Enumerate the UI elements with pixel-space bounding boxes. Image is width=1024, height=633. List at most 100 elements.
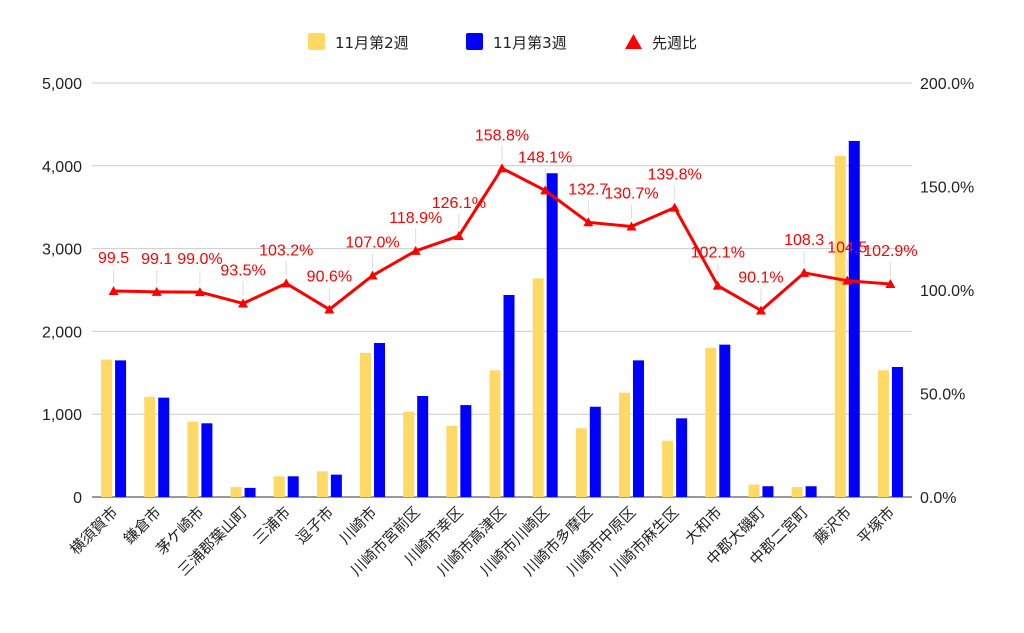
bar-week2 [618,392,630,497]
bar-week2 [662,440,674,497]
bar-week3 [201,423,213,497]
ratio-data-label: 90.1% [738,269,783,286]
ratio-data-label: 158.8% [475,127,529,144]
bar-week2 [403,411,415,497]
bar-week2 [575,428,587,497]
ratio-marker [885,278,896,288]
ratio-data-label: 148.1% [518,149,572,166]
ratio-marker [669,202,680,212]
ratio-data-label: 93.5% [220,262,265,279]
bar-week3 [719,344,731,497]
ratio-data-label: 99.0% [177,251,222,268]
bar-week3 [417,395,429,497]
ratio-data-label: 102.1% [691,245,745,262]
ratio-marker [712,280,723,290]
legend-week3-label: 11月第3週 [493,34,567,52]
ratio-data-label: 108.3 [784,232,824,249]
bar-week3 [546,173,558,497]
gridlines [92,82,912,498]
bar-week3 [330,474,342,497]
ratio-marker [842,275,853,285]
bar-week2 [316,471,328,497]
y-left-tick-label: 1,000 [42,407,82,424]
ratio-marker [410,245,421,255]
y-right-tick-label: 150.0% [920,180,974,197]
ratio-marker [108,286,119,296]
bar-week3 [460,405,472,497]
bar-week3 [805,486,817,497]
category-label: 藤沢市 [811,503,856,548]
bar-week3 [244,487,256,497]
y-axis-right: 0.0% 50.0% 100.0% 150.0% 200.0% [920,76,974,507]
ratio-data-label: 132.7 [568,181,608,198]
ratio-data-label: 126.1% [432,195,486,212]
ratio-marker [497,163,507,173]
ratio-data-label: 103.2% [259,242,313,259]
legend-week2-swatch [308,33,325,50]
ratio-data-label: 118.9% [389,210,442,227]
bar-week3 [374,342,386,497]
bar-week3 [762,486,774,497]
legend-week2-label: 11月第2週 [335,34,409,52]
bar-week3 [158,397,170,497]
ratio-data-label: 104.5 [827,240,867,257]
bar-week2 [230,487,242,497]
bar-week2 [791,487,803,497]
bar-week2 [834,155,846,497]
bar-week2 [144,396,156,497]
ratio-data-label: 102.9% [863,243,917,260]
y-left-tick-label: 4,000 [42,159,82,176]
bar-week3 [115,360,127,497]
bar-week3 [848,140,860,497]
bar-week2 [532,278,544,497]
ratio-line [113,166,891,312]
category-label: 三浦市 [249,503,294,548]
y-right-tick-label: 200.0% [920,76,974,93]
ratio-marker [238,298,249,308]
ratio-data-label: 90.6% [307,268,352,285]
bar-series [101,140,903,497]
bar-week3 [287,476,299,497]
ratio-data-label: 139.8% [647,167,701,184]
ratio-marker [755,305,766,315]
ratio-marker [583,217,594,227]
ratio-marker [626,221,637,231]
y-right-tick-label: 0.0% [920,490,956,507]
ratio-marker [367,270,378,280]
y-axis-left: 0 1,000 2,000 3,000 4,000 5,000 [42,76,82,507]
bar-week2 [101,359,113,497]
bar-week3 [589,406,601,497]
y-left-tick-label: 0 [73,490,82,507]
ratio-data-label: 130.7% [604,185,658,202]
y-left-tick-label: 5,000 [42,76,82,93]
ratio-marker [151,286,162,296]
bar-week2 [273,476,285,497]
bar-week2 [360,352,372,497]
bar-week2 [489,370,501,497]
ratio-marker [324,304,335,314]
bar-week3 [676,418,688,497]
y-right-tick-label: 100.0% [920,283,974,300]
bar-week3 [891,367,903,497]
ratio-marker [540,185,551,195]
bar-week2 [446,425,458,497]
ratio-marker [799,267,810,277]
ratio-line-series: 99.5 99.1 99.0%93.5% 103.2% 90.6% 107.0% 118.9… [98,127,918,315]
bar-week2 [877,370,889,497]
bar-week3 [503,294,515,497]
y-right-tick-label: 50.0% [920,387,965,404]
y-left-tick-label: 3,000 [42,242,82,259]
category-label: 逗子市 [293,503,338,548]
x-axis-categories: 横須賀市鎌倉市茅ケ崎市三浦郡葉山町三浦市逗子市川崎市川崎市宮前区川崎市幸区川崎市… [66,503,898,579]
category-label: 平塚市 [854,503,899,548]
ratio-marker [453,230,464,240]
bar-week2 [187,421,199,497]
bar-week2 [705,347,717,497]
y-left-tick-label: 2,000 [42,324,82,341]
ratio-data-label: 99.5 [98,250,129,267]
legend-week3-swatch [466,33,483,50]
legend-ratio-swatch [625,34,642,49]
ratio-data-label: 107.0% [345,235,399,252]
legend-ratio-label: 先週比 [652,34,697,52]
